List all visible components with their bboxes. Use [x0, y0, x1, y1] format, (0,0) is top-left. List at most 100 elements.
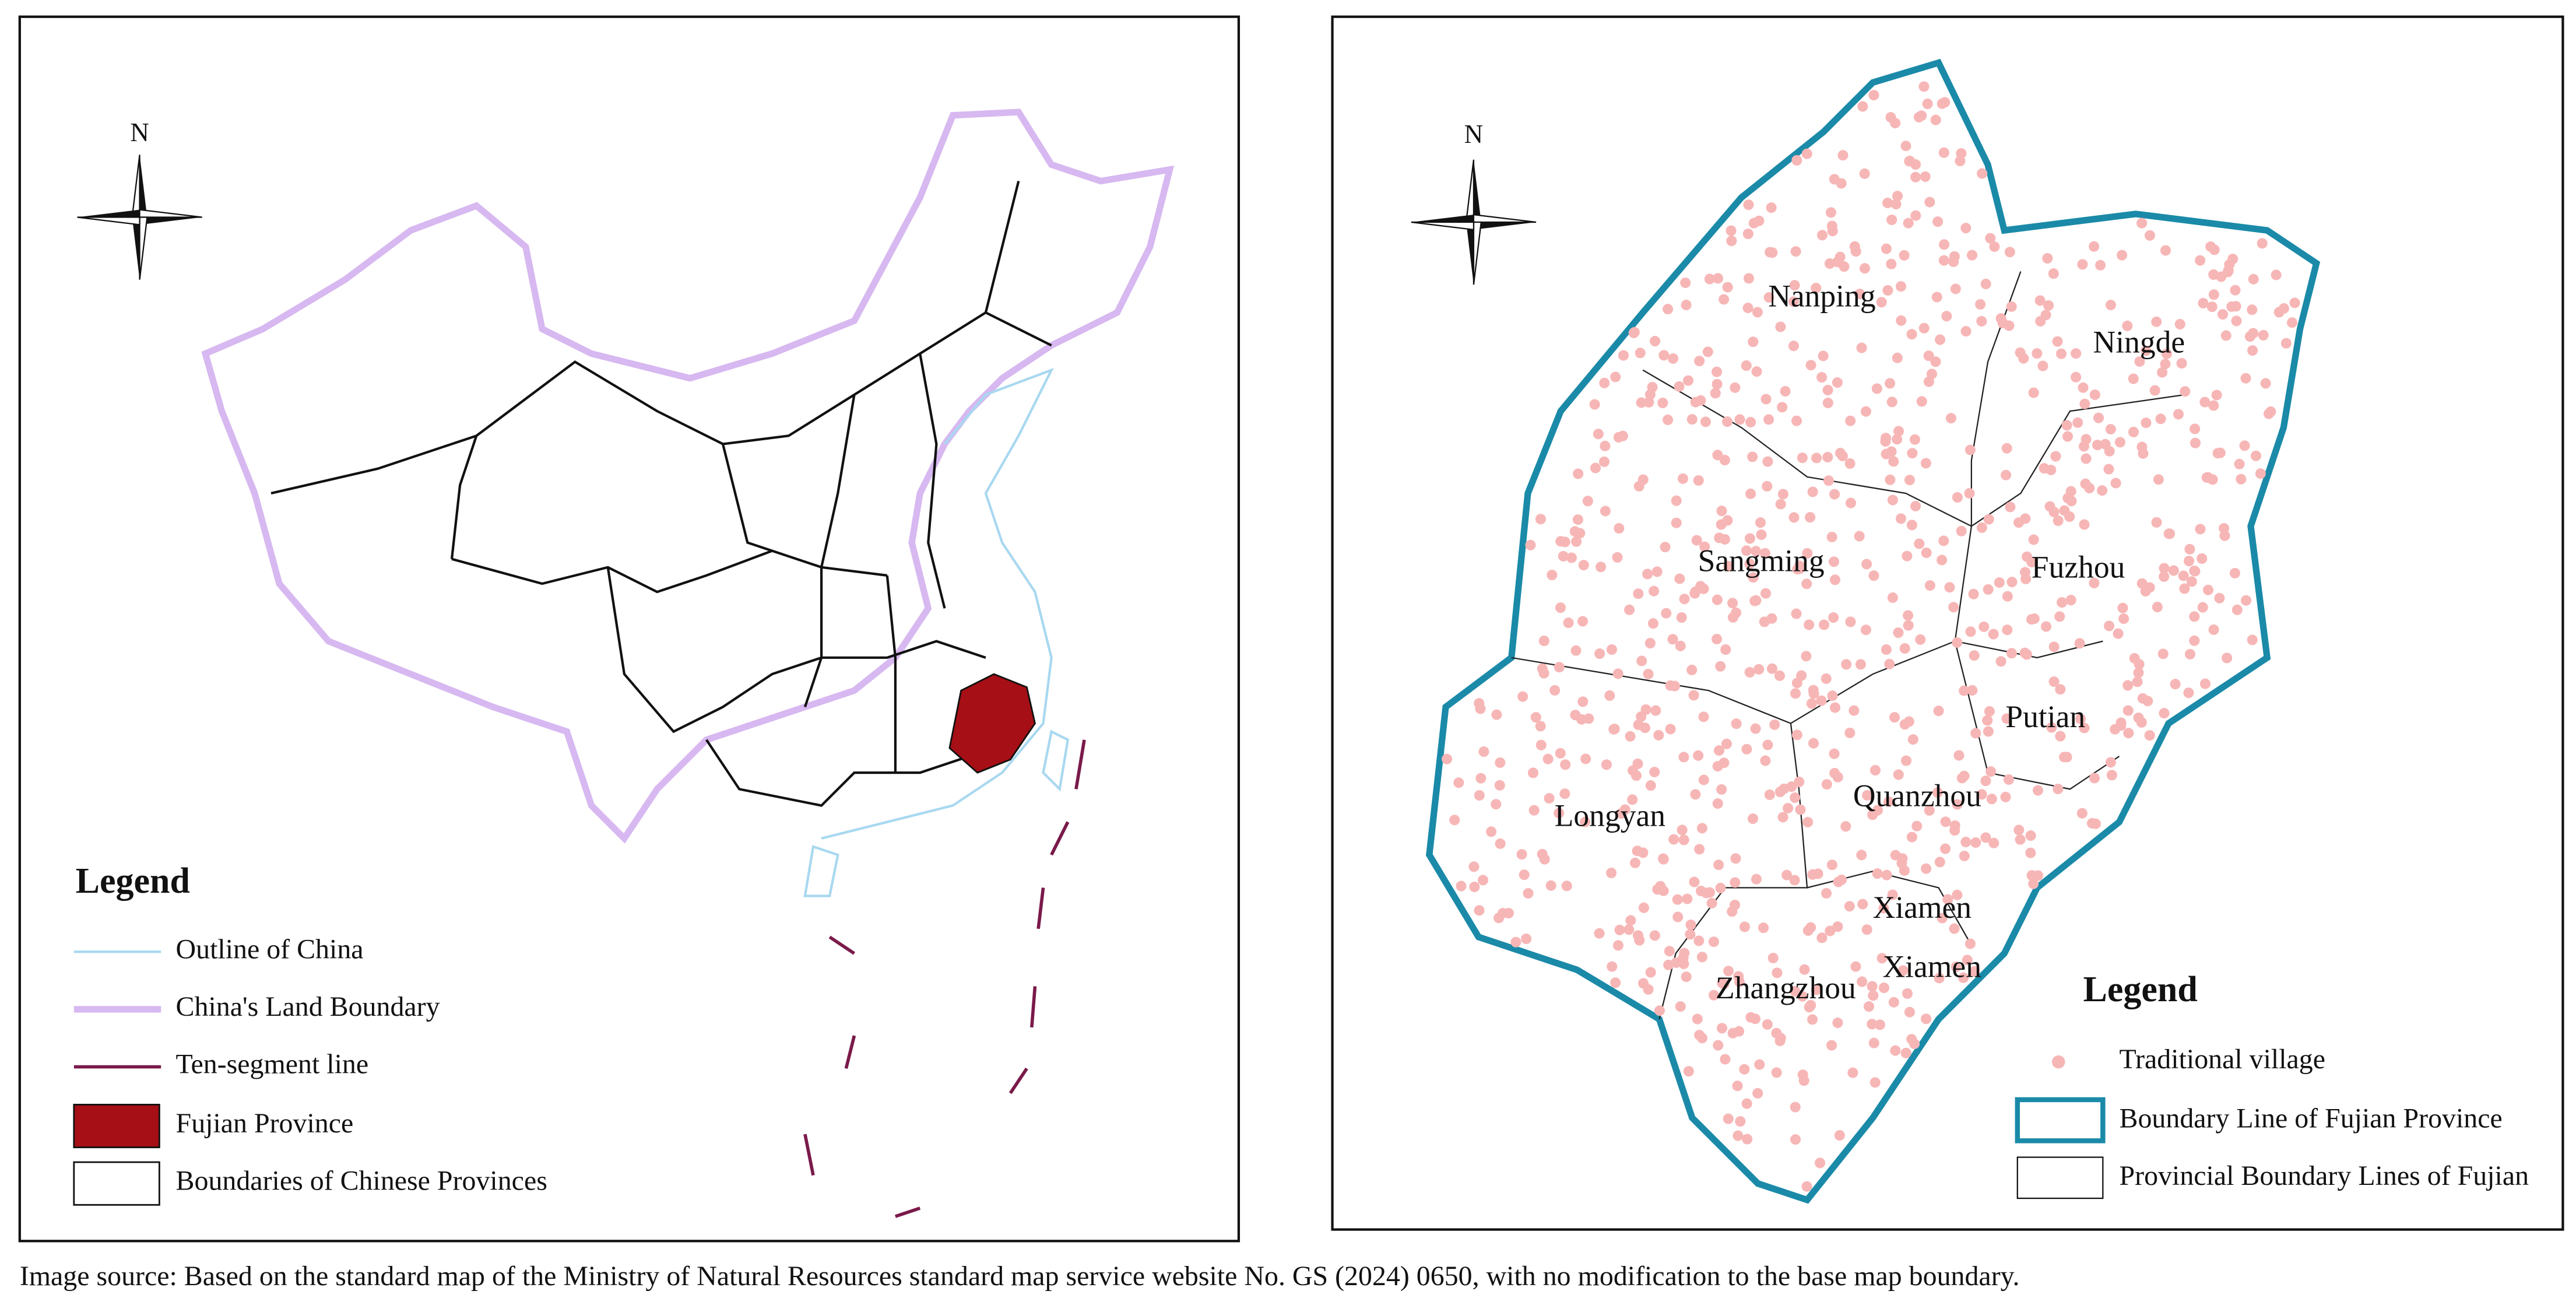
village-dot — [1886, 446, 1897, 457]
village-dot — [2004, 320, 2015, 331]
village-dot — [1807, 1014, 1818, 1025]
village-dot — [2159, 571, 2170, 582]
village-dot — [2105, 757, 2116, 768]
village-dot — [2042, 252, 2053, 264]
village-dot — [1807, 486, 1818, 497]
village-dot — [2033, 785, 2044, 796]
village-dot — [1671, 517, 1682, 528]
village-dot — [2103, 464, 2114, 475]
village-dot — [1731, 718, 1742, 729]
village-dot — [1888, 997, 1899, 1008]
village-dot — [2211, 390, 2222, 401]
village-dot — [1710, 388, 1721, 399]
village-dot — [1667, 634, 1678, 645]
village-dot — [1886, 258, 1897, 269]
village-dot — [1686, 414, 1698, 425]
village-dot — [2208, 624, 2219, 635]
village-dot — [1753, 664, 1765, 675]
village-dot — [1762, 480, 1773, 492]
village-dot — [1647, 381, 1658, 392]
village-dot — [1821, 779, 1832, 790]
village-dot — [2197, 602, 2208, 613]
village-dot — [2053, 515, 2064, 527]
village-dot — [1790, 688, 1801, 699]
village-dot — [1712, 366, 1723, 377]
village-dot — [2152, 601, 2163, 613]
village-dot — [2234, 458, 2245, 469]
village-dot — [2160, 245, 2171, 256]
village-dot — [2255, 468, 2266, 479]
ten-segment-line — [803, 739, 1086, 1218]
village-dot — [1985, 233, 1996, 244]
village-dot — [1832, 921, 1843, 932]
village-dot — [1774, 670, 1786, 681]
village-dot — [1555, 602, 1566, 613]
village-dot — [1734, 414, 1745, 425]
village-dot — [1491, 799, 1502, 810]
village-dot — [1882, 285, 1893, 296]
village-dot — [1716, 506, 1727, 517]
village-dot — [1900, 1047, 1911, 1058]
village-dot — [1747, 451, 1758, 462]
village-dot — [1880, 436, 1891, 447]
village-dot — [1900, 755, 1912, 766]
village-dot — [1690, 586, 1701, 597]
city-label: Nanping — [1768, 279, 1875, 314]
village-dot — [2226, 301, 2237, 312]
village-dot — [1826, 1040, 1837, 1051]
village-dot — [1888, 456, 1899, 467]
village-dot — [1881, 869, 1892, 880]
village-dot — [1923, 350, 1934, 362]
village-dot — [2212, 448, 2223, 459]
village-dot — [1921, 547, 1932, 559]
legend-label: Outline of China — [176, 934, 364, 964]
village-dot — [1939, 239, 1950, 250]
village-dot — [1654, 1005, 1665, 1016]
village-dot — [1661, 608, 1672, 619]
village-dot — [1804, 619, 1815, 630]
village-dot — [1829, 174, 1840, 185]
village-dot — [1594, 928, 1605, 939]
village-dot — [1629, 857, 1641, 868]
village-dot — [1456, 880, 1467, 892]
village-dot — [2198, 297, 2209, 308]
village-dot — [1826, 531, 1837, 542]
village-dot — [1890, 1045, 1901, 1056]
village-dot — [1712, 594, 1723, 605]
village-dot — [1449, 815, 1460, 826]
village-dot — [2001, 443, 2012, 454]
village-dot — [1826, 220, 1837, 231]
village-dot — [1791, 608, 1802, 619]
village-dot — [1693, 935, 1705, 946]
village-dot — [2174, 318, 2185, 330]
village-dot — [1995, 656, 2006, 667]
village-dot — [1952, 889, 1963, 900]
village-dot — [1486, 826, 1497, 837]
village-dot — [1495, 757, 1506, 768]
village-dot — [1988, 629, 1999, 640]
village-dot — [1610, 371, 1621, 383]
village-dot — [1606, 867, 1617, 879]
city-label: Ningde — [2093, 325, 2185, 360]
village-dot — [1816, 372, 1828, 383]
village-dot — [2273, 307, 2285, 318]
village-dot — [1732, 1081, 1743, 1092]
village-dot — [1601, 759, 1612, 770]
village-dot — [1600, 506, 1611, 517]
north-label: N — [130, 118, 149, 147]
village-dot — [1832, 377, 1843, 388]
village-dot — [1887, 592, 1898, 603]
village-dot — [2000, 791, 2011, 802]
village-dot — [1934, 973, 1945, 984]
village-dot — [1775, 499, 1786, 510]
village-dot — [2079, 398, 2090, 409]
village-dot — [1845, 415, 1856, 426]
village-dot — [2265, 406, 2276, 417]
village-dot — [1900, 141, 1911, 152]
village-dot — [1791, 155, 1802, 166]
village-dot — [1964, 487, 1975, 499]
village-dot — [1779, 783, 1790, 794]
village-dot — [1976, 315, 1987, 327]
village-dot — [2230, 285, 2241, 296]
compass-arm — [139, 217, 202, 225]
